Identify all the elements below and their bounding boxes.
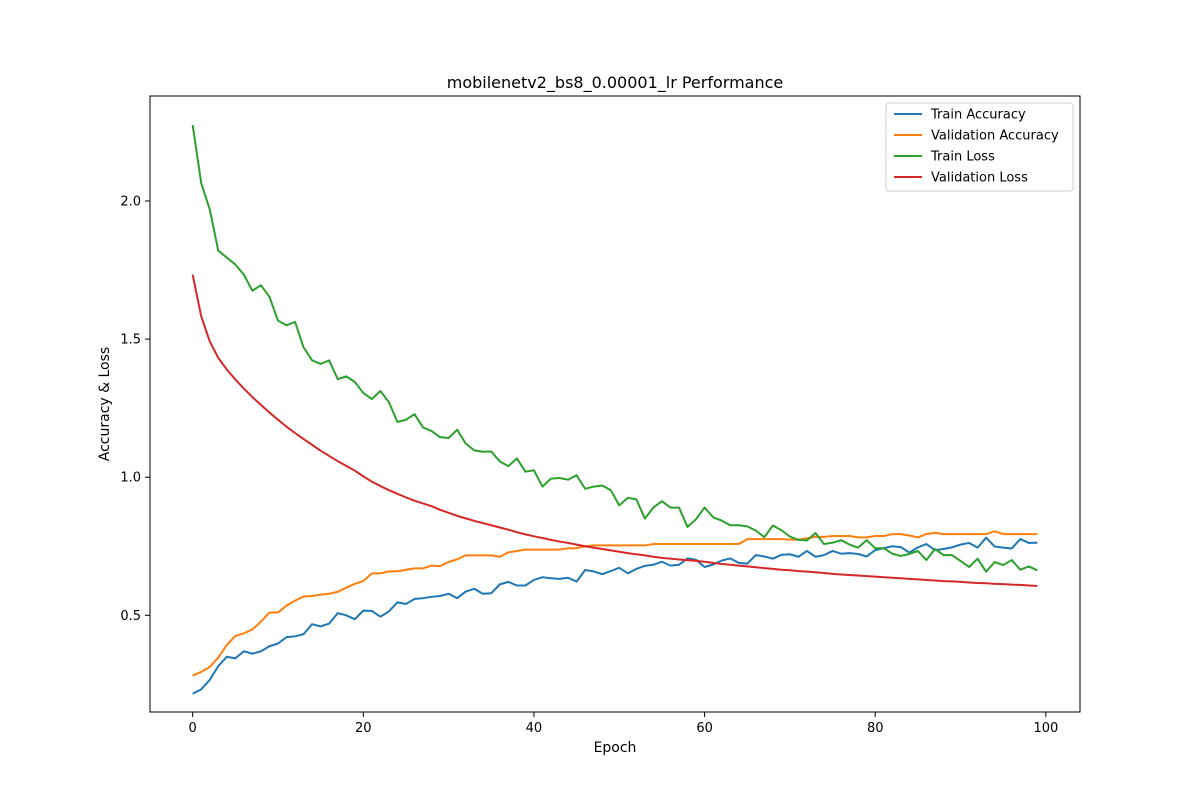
y-axis-ticks: 0.5 1.0 1.5 2.0 xyxy=(120,194,150,624)
x-axis-ticks: 0 20 40 60 80 100 xyxy=(189,712,1058,736)
x-tick-label: 60 xyxy=(696,721,713,736)
legend-label-train-loss: Train Loss xyxy=(930,150,995,165)
legend-label-validation-loss: Validation Loss xyxy=(931,171,1028,186)
x-tick-label: 100 xyxy=(1033,721,1058,736)
legend-label-train-accuracy: Train Accuracy xyxy=(930,108,1026,123)
x-tick-label: 0 xyxy=(189,721,197,736)
legend-label-validation-accuracy: Validation Accuracy xyxy=(931,129,1059,144)
plot-frame xyxy=(149,95,1081,713)
y-axis-label: Accuracy & Loss xyxy=(97,347,113,461)
y-tick-label: 0.5 xyxy=(120,609,141,624)
x-tick-label: 40 xyxy=(526,721,543,736)
series-line-validation-accuracy xyxy=(192,530,1038,677)
y-tick-label: 2.0 xyxy=(120,194,141,209)
series-lines xyxy=(191,124,1038,695)
y-tick-label: 1.5 xyxy=(120,333,141,348)
legend-box xyxy=(885,102,1074,192)
x-tick-label: 20 xyxy=(355,721,372,736)
chart-title: mobilenetv2_bs8_0.00001_lr Performance xyxy=(447,73,784,93)
x-tick-label: 80 xyxy=(867,721,884,736)
x-axis-label: Epoch xyxy=(594,740,637,756)
series-line-train-loss xyxy=(191,124,1038,573)
series-line-train-accuracy xyxy=(192,536,1038,695)
series-line-validation-loss xyxy=(191,274,1038,588)
y-tick-label: 1.0 xyxy=(120,471,141,486)
legend: Train Accuracy Validation Accuracy Train L… xyxy=(885,102,1074,192)
